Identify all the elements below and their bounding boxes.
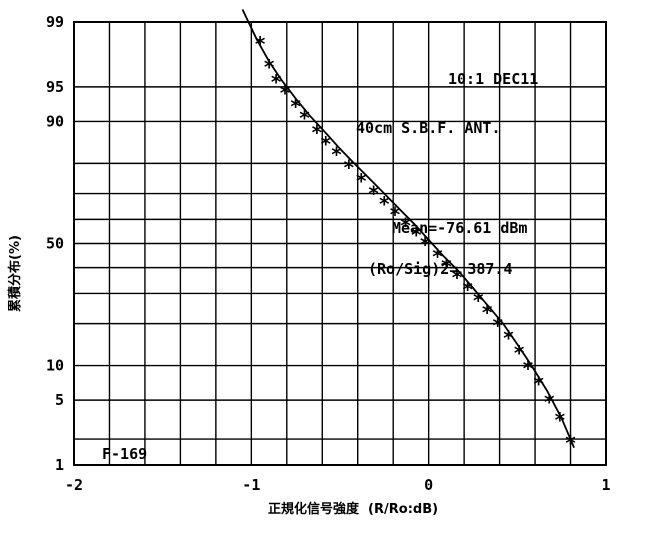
annotation-figure-id: F-169 [102,445,147,463]
annotation-ratio: 10:1 DEC11 [448,70,538,88]
data-point: * [522,356,534,380]
plot-frame [73,21,607,466]
data-point: * [311,121,323,145]
data-point: * [554,408,566,432]
annotation-ro-sig: (Ro/Sig)2= 387.4 [368,260,513,278]
data-point: * [389,202,401,226]
data-point: * [279,81,291,105]
x-axis-title: 正規化信号強度 (R/Ro:dB) [268,501,438,517]
y-tick-label: 95 [46,78,64,96]
x-tick-label: -2 [65,476,83,494]
data-point: * [343,155,355,179]
data-point: * [492,313,504,337]
data-point: * [355,169,367,193]
data-point: * [502,326,514,350]
x-tick-label: 1 [601,476,610,494]
x-tick-label: 0 [424,476,433,494]
data-point: * [254,32,266,56]
data-point: * [462,277,474,301]
data-point: * [440,254,452,278]
annotation-mean: Mean=-76.61 dBm [392,219,527,237]
data-point: * [481,300,493,324]
data-points: ***************** ************** [254,32,576,455]
grid [74,21,606,466]
y-tick-label: 5 [55,391,64,409]
annotation-antenna: 40cm S.B.F. ANT. [356,119,501,137]
data-point: * [263,55,275,79]
data-point: * [513,341,525,365]
y-axis-title: 累積分布(%) [7,235,23,312]
y-tick-label: 1 [55,456,64,474]
x-tick-label: -1 [242,476,260,494]
data-point: * [378,192,390,216]
data-point: * [543,390,555,414]
y-tick-label: 50 [46,235,64,253]
data-point: * [270,70,282,94]
data-point: * [451,266,463,290]
data-point: * [410,223,422,247]
data-point: * [564,431,576,455]
data-point: * [290,94,302,118]
data-point: * [368,182,380,206]
y-tick-label: 90 [46,112,64,130]
y-tick-label: 99 [46,13,64,31]
data-point: * [330,143,342,167]
data-point: * [472,288,484,312]
data-point: * [419,233,431,257]
data-point: * [320,132,332,156]
data-point: * [431,245,443,269]
tick-labels: -2 -1 0 1 99 95 90 50 10 5 1 [46,13,611,494]
y-tick-label: 10 [46,357,64,375]
data-point: * [533,372,545,396]
fit-line [241,9,575,449]
data-point: * [298,106,310,130]
data-point: * [400,214,412,238]
